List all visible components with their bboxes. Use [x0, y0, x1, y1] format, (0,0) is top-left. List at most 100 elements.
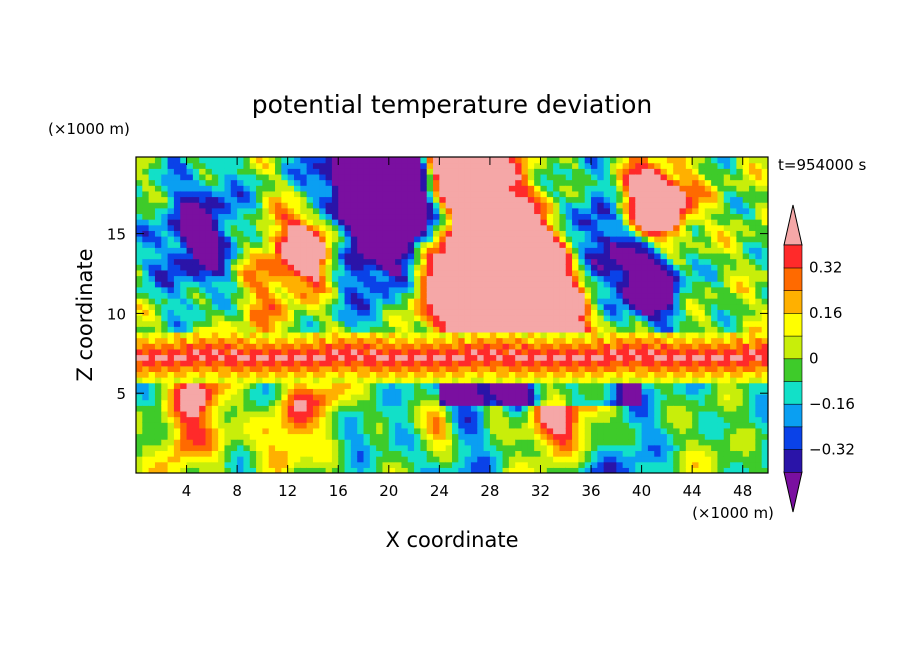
field-cell: [521, 162, 529, 169]
field-cell: [306, 309, 314, 316]
field-cell: [496, 416, 504, 423]
field-cell: [331, 258, 339, 265]
field-cell: [294, 354, 301, 361]
field-cell: [426, 247, 434, 254]
field-cell: [312, 315, 320, 322]
field-cell: [369, 377, 377, 384]
field-cell: [180, 427, 188, 435]
field-cell: [692, 365, 700, 373]
field-cell: [294, 360, 301, 367]
field-cell: [211, 410, 219, 418]
field-cell: [654, 179, 662, 186]
field-cell: [654, 224, 662, 231]
field-cell: [546, 416, 554, 423]
field-cell: [616, 162, 624, 169]
field-cell: [180, 157, 188, 164]
field-cell: [439, 196, 447, 203]
field-cell: [584, 444, 592, 452]
field-cell: [268, 337, 276, 344]
field-cell: [426, 168, 434, 175]
field-cell: [553, 219, 561, 226]
field-cell: [230, 157, 238, 164]
field-cell: [237, 360, 245, 367]
field-cell: [338, 337, 346, 344]
field-cell: [610, 213, 617, 220]
field-cell: [401, 264, 409, 271]
field-cell: [527, 247, 535, 254]
field-cell: [325, 377, 333, 384]
field-cell: [395, 422, 403, 429]
field-cell: [237, 331, 245, 339]
field-cell: [452, 456, 459, 463]
field-cell: [559, 427, 567, 435]
field-cell: [578, 371, 586, 378]
field-cell: [186, 247, 194, 254]
field-cell: [256, 399, 263, 406]
field-cell: [673, 196, 681, 203]
field-cell: [534, 252, 542, 260]
field-cell: [363, 247, 371, 254]
field-cell: [433, 275, 440, 282]
field-cell: [256, 269, 263, 277]
field-cell: [433, 377, 440, 384]
field-cell: [319, 394, 327, 401]
field-cell: [154, 281, 162, 288]
field-cell: [186, 326, 194, 333]
field-cell: [331, 416, 339, 423]
field-cell: [527, 173, 535, 181]
field-cell: [553, 303, 561, 310]
field-cell: [622, 405, 630, 412]
field-cell: [635, 337, 643, 344]
field-cell: [610, 326, 617, 333]
field-cell: [578, 410, 586, 418]
field-cell: [173, 360, 181, 367]
field-cell: [407, 320, 415, 327]
field-cell: [666, 173, 674, 181]
field-cell: [243, 298, 251, 305]
field-cell: [464, 179, 472, 186]
field-cell: [660, 382, 668, 389]
field-cell: [540, 162, 548, 169]
field-cell: [350, 320, 358, 327]
field-cell: [553, 190, 561, 198]
field-cell: [161, 444, 169, 452]
field-cell: [603, 196, 611, 203]
field-cell: [224, 365, 232, 373]
field-cell: [230, 252, 238, 260]
field-cell: [477, 281, 485, 288]
field-cell: [357, 196, 365, 203]
field-cell: [331, 450, 339, 457]
field-cell: [154, 247, 162, 254]
field-cell: [603, 241, 611, 248]
field-cell: [154, 382, 162, 389]
field-cell: [572, 416, 579, 423]
field-cell: [350, 467, 358, 473]
field-cell: [369, 292, 377, 299]
field-cell: [673, 360, 681, 367]
field-cell: [312, 207, 320, 215]
field-cell: [673, 365, 681, 373]
field-cell: [464, 168, 472, 175]
field-cell: [470, 292, 478, 299]
field-cell: [553, 162, 561, 169]
field-cell: [470, 343, 478, 350]
field-cell: [452, 416, 459, 423]
field-cell: [660, 202, 668, 209]
field-cell: [382, 433, 390, 440]
field-cell: [395, 173, 403, 181]
field-cell: [173, 382, 181, 389]
field-cell: [610, 185, 617, 192]
field-cell: [287, 224, 295, 231]
field-cell: [452, 365, 459, 373]
field-cell: [357, 157, 365, 164]
field-cell: [224, 354, 232, 361]
field-cell: [224, 427, 232, 435]
field-cell: [205, 219, 213, 226]
field-cell: [407, 388, 415, 395]
field-cell: [401, 433, 409, 440]
field-cell: [243, 433, 251, 440]
field-cell: [515, 320, 523, 327]
field-cell: [218, 450, 226, 457]
field-cell: [306, 354, 314, 361]
field-cell: [167, 388, 175, 395]
